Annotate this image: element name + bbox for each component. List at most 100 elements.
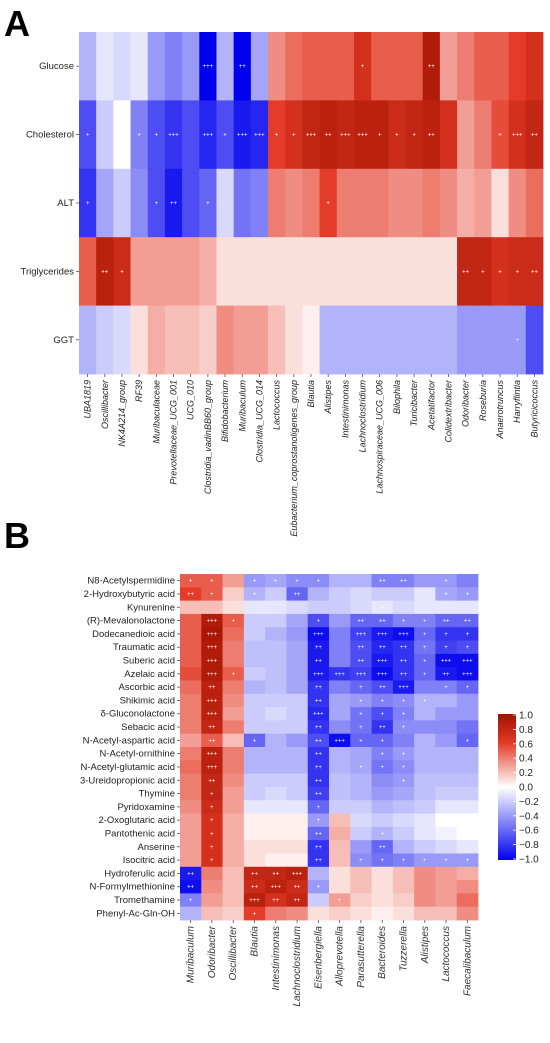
heat-cell (222, 693, 245, 708)
legend-tick-label: −0.8 (519, 840, 539, 851)
significance-mark: ++ (325, 133, 333, 139)
heat-cell (307, 880, 330, 894)
heat-cell (350, 733, 372, 748)
heat-cell (96, 305, 114, 375)
column-label: Clostridia_vadinBB60_group (203, 380, 213, 494)
heat-cell (222, 627, 245, 641)
column-label: Blautia (306, 380, 316, 408)
heat-cell (307, 826, 330, 841)
heat-cell (491, 237, 510, 306)
column-label: Lachnoclostridium (358, 380, 368, 453)
heat-cell (435, 627, 458, 641)
significance-mark: ++ (379, 645, 387, 651)
heat-cell (350, 760, 372, 775)
significance-mark: +++ (377, 659, 388, 665)
heat-cell (392, 880, 415, 894)
heat-cell (414, 747, 436, 761)
heat-cell (350, 747, 372, 761)
heat-cell (307, 906, 330, 921)
significance-mark: + (359, 698, 363, 704)
significance-mark: +++ (203, 133, 214, 139)
significance-mark: +++ (462, 659, 473, 665)
heat-cell (329, 840, 351, 854)
heat-cell (307, 840, 330, 854)
heat-cell (350, 707, 372, 721)
significance-mark: +++ (377, 672, 388, 678)
significance-mark: +++ (207, 659, 218, 665)
significance-mark: + (378, 133, 382, 139)
legend-tick-label: −0.4 (519, 811, 539, 822)
significance-mark: + (210, 579, 214, 585)
heat-cell (456, 693, 479, 708)
heat-cell (222, 747, 245, 761)
heat-cell (265, 733, 287, 748)
significance-mark: + (210, 805, 214, 811)
heat-cell (307, 893, 330, 908)
heat-cell (180, 693, 202, 708)
significance-mark: +++ (207, 672, 218, 678)
significance-mark: + (275, 133, 279, 139)
significance-mark: ++ (315, 738, 323, 744)
heat-cell (182, 305, 200, 375)
heat-cell (233, 305, 252, 375)
heat-cell (180, 813, 202, 828)
column-label: Intestinimonas (340, 380, 350, 439)
heat-cell (329, 667, 351, 681)
significance-mark: + (402, 712, 406, 718)
heat-cell (265, 773, 287, 788)
heat-cell (371, 305, 389, 375)
column-label: Bifidobacterium (220, 379, 230, 442)
heat-cell (474, 168, 492, 238)
heat-cell (371, 786, 394, 801)
heat-cell (201, 733, 223, 748)
heat-cell (457, 305, 475, 375)
heat-cell (414, 600, 436, 615)
heat-cell (286, 667, 309, 681)
heat-cell (439, 32, 458, 101)
row-label: Triglycerides (21, 266, 75, 277)
heat-cell (243, 880, 266, 894)
heat-cell (96, 32, 114, 101)
row-label: Anserine (138, 842, 176, 853)
heat-cell (525, 305, 544, 375)
heat-cell (350, 574, 372, 588)
heat-cell (285, 305, 303, 375)
heat-cell (371, 826, 394, 841)
heat-cell (371, 32, 389, 101)
heat-cell (508, 168, 527, 238)
heat-cell (350, 693, 372, 708)
heat-cell (286, 720, 309, 735)
heat-cell (243, 600, 266, 615)
heat-cell (422, 237, 441, 306)
heat-cell (435, 813, 458, 828)
heat-cell (180, 574, 202, 588)
heat-cell (392, 893, 415, 908)
heat-cell (392, 760, 415, 775)
heat-cell (201, 707, 223, 721)
heat-cell (414, 906, 436, 921)
significance-mark: ++ (357, 619, 365, 625)
column-label: Roseburia (478, 380, 488, 421)
heat-cell (201, 853, 223, 868)
heat-cell (457, 32, 475, 101)
row-label: N-Acetyl-aspartic acid (83, 735, 175, 746)
heat-cell (371, 574, 394, 588)
significance-mark: + (380, 832, 384, 838)
heat-cell (435, 840, 458, 854)
heat-cell (329, 707, 351, 721)
heat-cell (392, 733, 415, 748)
heat-cell (307, 613, 330, 628)
heat-cell (79, 100, 97, 170)
heat-cell (371, 760, 394, 775)
heat-cell (414, 640, 436, 655)
row-label: δ-Gluconolactone (101, 709, 175, 720)
significance-mark: +++ (398, 685, 409, 691)
significance-mark: + (498, 269, 502, 275)
heat-cell (222, 813, 245, 828)
heat-cell (130, 168, 149, 238)
heat-cell (456, 786, 479, 801)
heat-cell (265, 640, 287, 655)
column-label: Oscillibacter (100, 379, 110, 429)
significance-mark: +++ (313, 712, 324, 718)
heat-cell (243, 640, 266, 655)
